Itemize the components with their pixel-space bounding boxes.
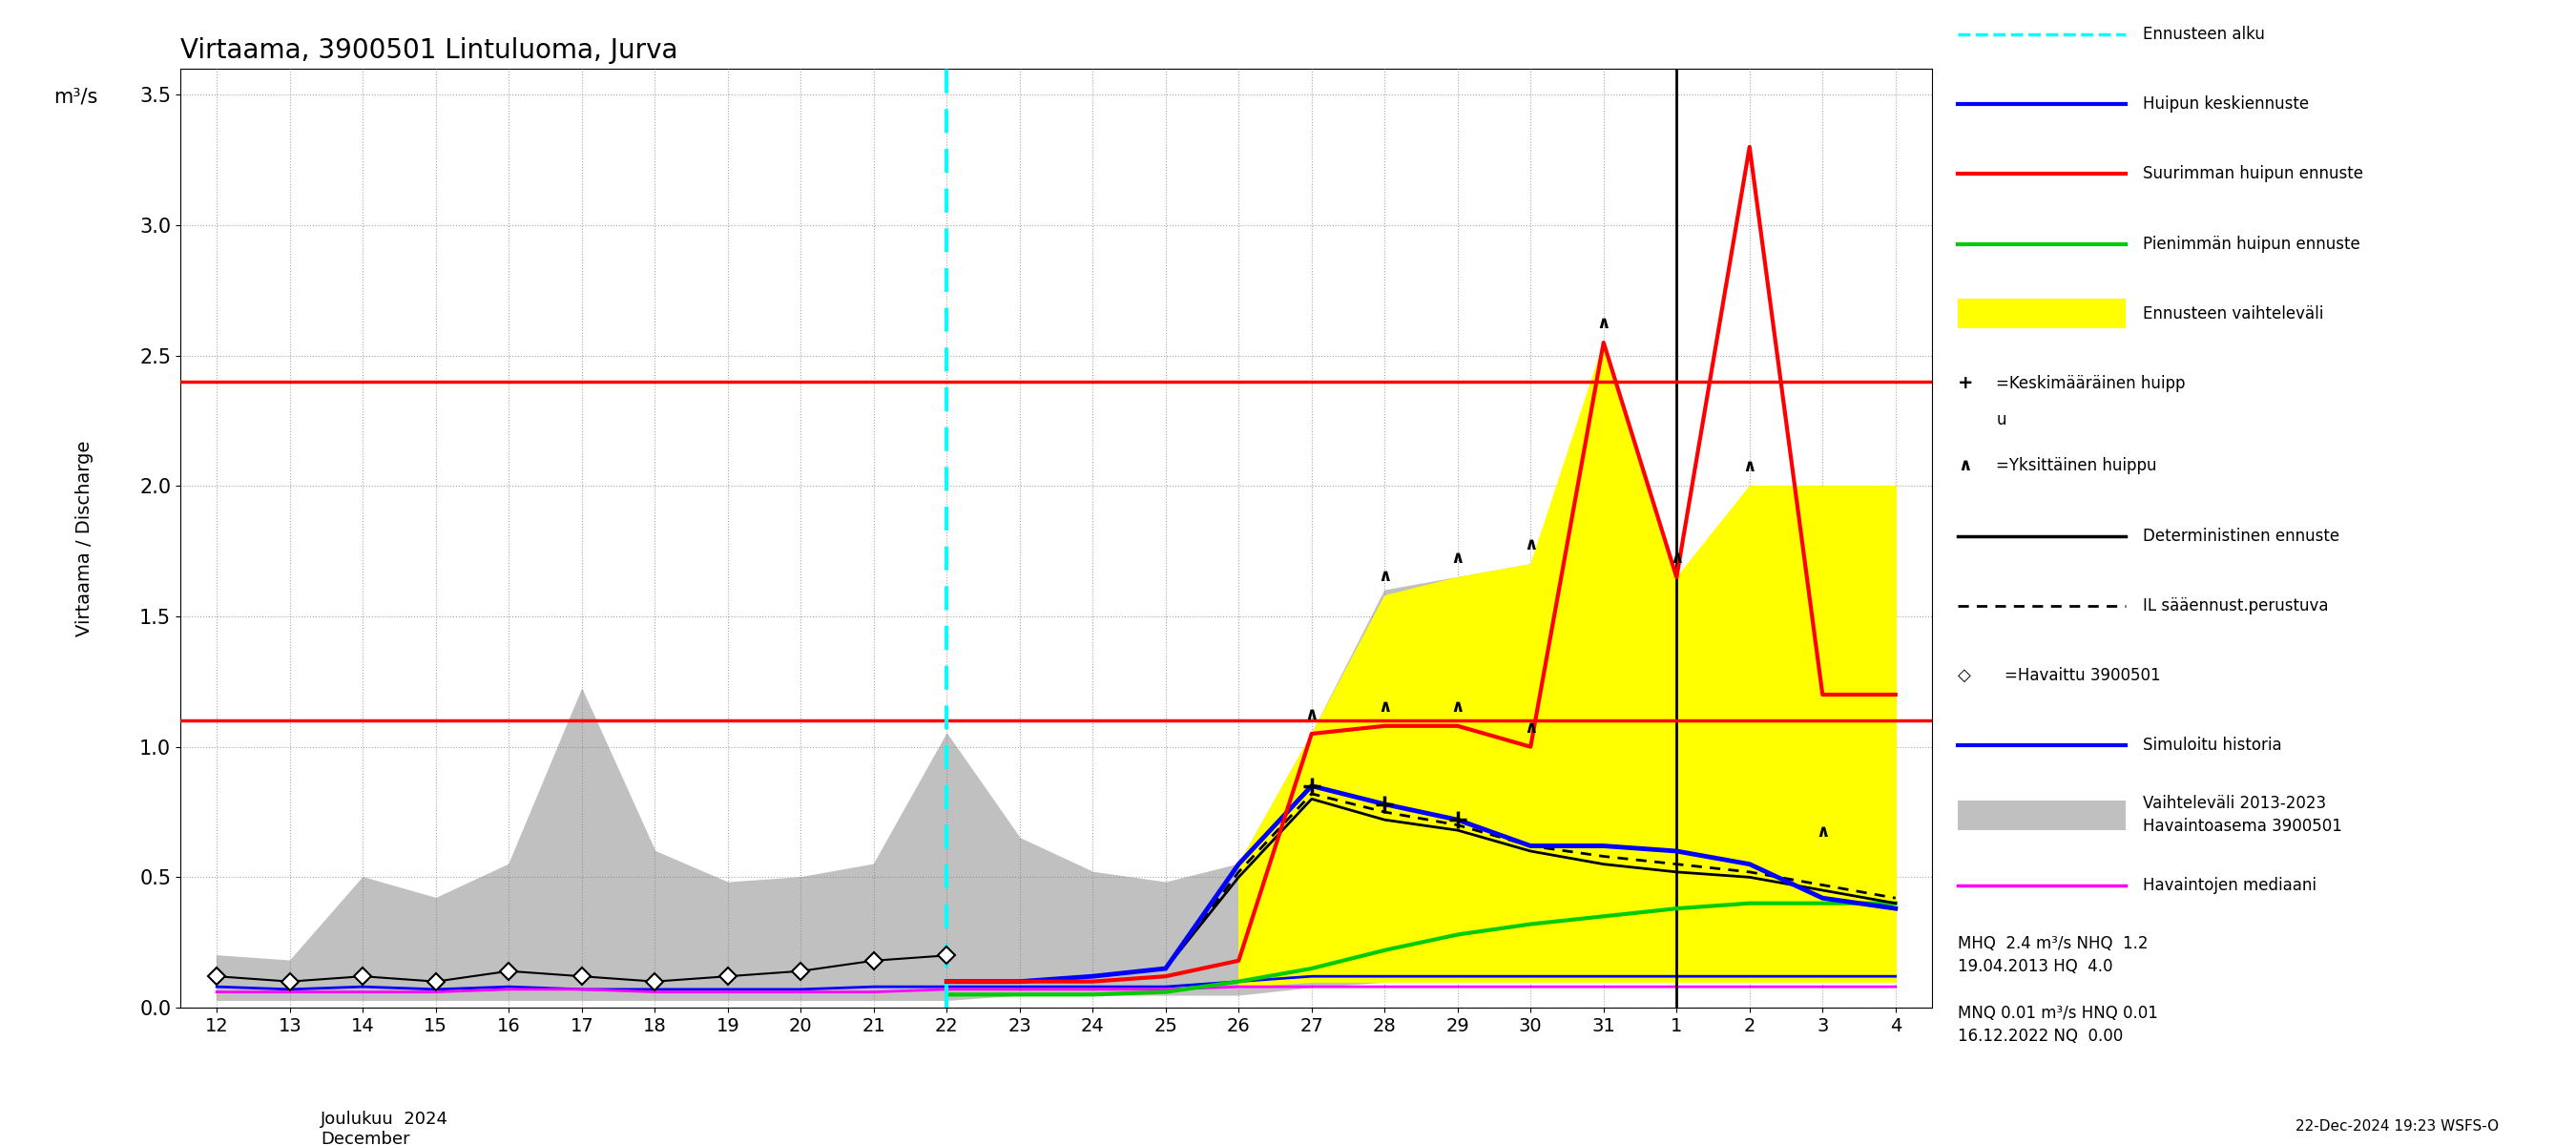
Text: m³/s: m³/s bbox=[54, 87, 98, 106]
Text: Ennusteen vaihteleväli: Ennusteen vaihteleväli bbox=[2143, 305, 2324, 322]
Text: 22-Dec-2024 19:23 WSFS-O: 22-Dec-2024 19:23 WSFS-O bbox=[2295, 1120, 2499, 1134]
Text: Joulukuu  2024
December: Joulukuu 2024 December bbox=[319, 1111, 448, 1145]
Text: =Havaittu 3900501: =Havaittu 3900501 bbox=[2004, 666, 2161, 684]
Text: ∧: ∧ bbox=[1669, 550, 1685, 567]
Text: 19.04.2013 HQ  4.0: 19.04.2013 HQ 4.0 bbox=[1958, 957, 2112, 974]
Text: ∧: ∧ bbox=[1450, 550, 1466, 567]
Text: Virtaama, 3900501 Lintuluoma, Jurva: Virtaama, 3900501 Lintuluoma, Jurva bbox=[180, 37, 677, 64]
Text: Deterministinen ennuste: Deterministinen ennuste bbox=[2143, 527, 2339, 544]
Text: ∧: ∧ bbox=[1450, 698, 1466, 716]
Text: =Keskimääräinen huipp: =Keskimääräinen huipp bbox=[1996, 374, 2187, 392]
Text: Havaintoasema 3900501: Havaintoasema 3900501 bbox=[2143, 818, 2342, 835]
Text: IL sääennust.perustuva: IL sääennust.perustuva bbox=[2143, 597, 2329, 614]
Text: ∧: ∧ bbox=[1522, 719, 1538, 736]
Text: ∧: ∧ bbox=[1378, 568, 1391, 585]
Text: ∧: ∧ bbox=[1741, 458, 1757, 475]
Text: u: u bbox=[1996, 411, 2007, 428]
Text: ◇: ◇ bbox=[1958, 666, 1971, 684]
Text: Ennusteen alku: Ennusteen alku bbox=[2143, 25, 2264, 42]
Text: Suurimman huipun ennuste: Suurimman huipun ennuste bbox=[2143, 165, 2365, 182]
Text: Huipun keskiennuste: Huipun keskiennuste bbox=[2143, 96, 2308, 113]
Text: =Yksittäinen huippu: =Yksittäinen huippu bbox=[1996, 457, 2156, 474]
Text: 16.12.2022 NQ  0.00: 16.12.2022 NQ 0.00 bbox=[1958, 1027, 2123, 1044]
Text: +: + bbox=[1958, 374, 1973, 393]
Text: ∧: ∧ bbox=[1378, 698, 1391, 716]
Text: ∧: ∧ bbox=[1958, 457, 1971, 474]
Text: Pienimmän huipun ennuste: Pienimmän huipun ennuste bbox=[2143, 235, 2360, 252]
Text: Simuloitu historia: Simuloitu historia bbox=[2143, 736, 2282, 753]
Text: Vaihteleväli 2013-2023: Vaihteleväli 2013-2023 bbox=[2143, 795, 2326, 812]
Text: MNQ 0.01 m³/s HNQ 0.01: MNQ 0.01 m³/s HNQ 0.01 bbox=[1958, 1004, 2159, 1021]
Text: ∧: ∧ bbox=[1597, 315, 1610, 332]
Text: MHQ  2.4 m³/s NHQ  1.2: MHQ 2.4 m³/s NHQ 1.2 bbox=[1958, 934, 2148, 951]
Text: Havaintojen mediaani: Havaintojen mediaani bbox=[2143, 876, 2316, 893]
Text: Virtaama / Discharge: Virtaama / Discharge bbox=[75, 440, 93, 637]
Text: ∧: ∧ bbox=[1522, 537, 1538, 554]
Text: ∧: ∧ bbox=[1816, 823, 1829, 840]
Text: ∧: ∧ bbox=[1303, 706, 1319, 724]
